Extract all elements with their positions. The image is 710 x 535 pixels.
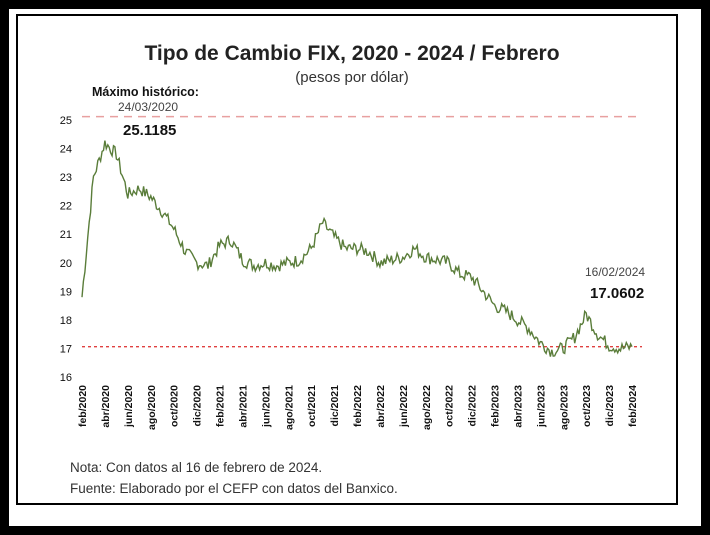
x-tick-label: jun/2022: [398, 385, 410, 428]
x-tick-label: oct/2021: [306, 385, 318, 427]
y-tick-label: 18: [60, 315, 72, 327]
y-tick-label: 19: [60, 286, 72, 298]
y-tick-label: 16: [60, 372, 72, 384]
max-value: 25.1185: [123, 122, 176, 139]
last-date: 16/02/2024: [585, 265, 645, 279]
x-axis: feb/2020 abr/2020 jun/2020 ago/2020 oct/2020…: [77, 385, 639, 430]
x-tick-label: oct/2022: [444, 385, 456, 427]
series-layer: [81, 140, 633, 357]
y-tick-label: 23: [60, 172, 72, 184]
series-line: [81, 140, 633, 357]
last-value: 17.0602: [590, 285, 644, 302]
chart-subtitle: (pesos por dólar): [295, 69, 408, 86]
x-tick-label: ago/2023: [558, 385, 570, 430]
x-tick-label: ago/2021: [283, 385, 295, 430]
x-tick-label: feb/2024: [627, 385, 639, 427]
x-tick-label: feb/2021: [215, 385, 227, 427]
chart-title: Tipo de Cambio FIX, 2020 - 2024 / Febrer…: [144, 42, 559, 65]
reference-lines: [82, 115, 642, 348]
x-tick-label: dic/2022: [467, 385, 479, 427]
source-text: Fuente: Elaborado por el CEFP con datos …: [70, 481, 398, 496]
y-tick-label: 21: [60, 229, 72, 241]
x-tick-label: feb/2020: [77, 385, 89, 427]
x-tick-label: abr/2021: [237, 385, 249, 428]
x-tick-label: jun/2023: [535, 385, 547, 428]
x-tick-label: abr/2022: [375, 385, 387, 428]
x-tick-label: ago/2022: [421, 385, 433, 430]
y-tick-label: 24: [60, 144, 72, 156]
max-label: Máximo histórico:: [92, 85, 199, 99]
x-tick-label: jun/2021: [260, 385, 272, 428]
x-tick-label: feb/2023: [490, 385, 502, 427]
x-tick-label: abr/2023: [512, 385, 524, 428]
x-tick-label: dic/2020: [192, 385, 204, 427]
y-tick-label: 25: [60, 115, 72, 127]
x-tick-label: oct/2023: [581, 385, 593, 427]
y-tick-label: 17: [60, 343, 72, 355]
y-axis: 16 17 18 19 20 21 22 23 24 25: [60, 115, 72, 384]
note-text: Nota: Con datos al 16 de febrero de 2024…: [70, 460, 322, 475]
x-tick-label: jun/2020: [123, 385, 135, 428]
x-tick-label: dic/2023: [604, 385, 616, 427]
x-tick-label: abr/2020: [100, 385, 112, 428]
max-date: 24/03/2020: [118, 100, 178, 114]
x-tick-label: feb/2022: [352, 385, 364, 427]
x-tick-label: ago/2020: [146, 385, 158, 430]
x-tick-label: oct/2020: [169, 385, 181, 427]
x-tick-label: dic/2021: [329, 385, 341, 427]
y-tick-label: 22: [60, 201, 72, 213]
chart-frame: [16, 14, 678, 505]
y-tick-label: 20: [60, 258, 72, 270]
